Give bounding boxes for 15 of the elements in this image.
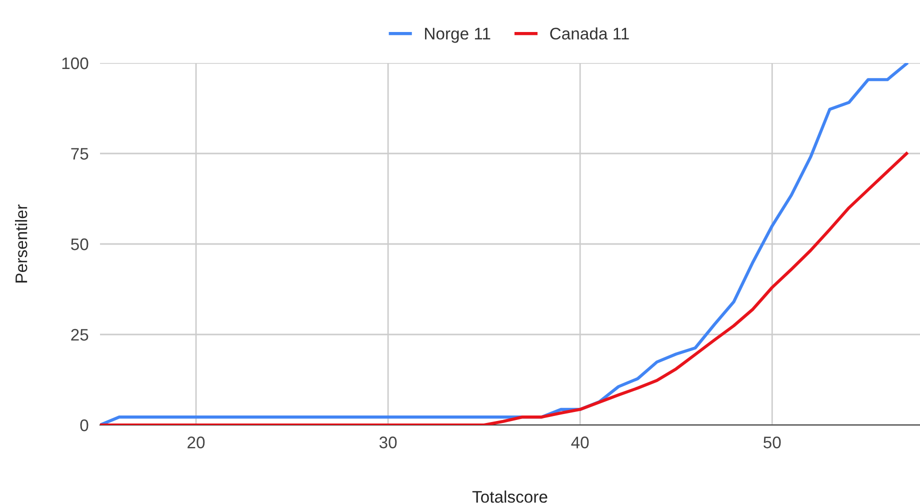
line-series: [100, 152, 908, 425]
y-axis-title: Persentiler: [14, 204, 28, 282]
x-axis-title: Totalscore: [472, 490, 548, 503]
y-tick-label: 0: [80, 419, 88, 432]
y-tick-label: 25: [71, 328, 88, 341]
line-series: [100, 63, 908, 425]
x-tick-label: 30: [379, 436, 397, 448]
y-tick-label: 50: [71, 238, 88, 250]
legend-label: Canada 11: [550, 27, 629, 40]
y-tick-label: 100: [62, 57, 88, 70]
y-tick-label: 75: [71, 148, 88, 160]
x-tick-label: 50: [764, 436, 781, 448]
legend-label: Norge 11: [425, 28, 490, 43]
x-tick-label: 40: [571, 436, 589, 448]
x-tick-label: 20: [188, 436, 205, 448]
